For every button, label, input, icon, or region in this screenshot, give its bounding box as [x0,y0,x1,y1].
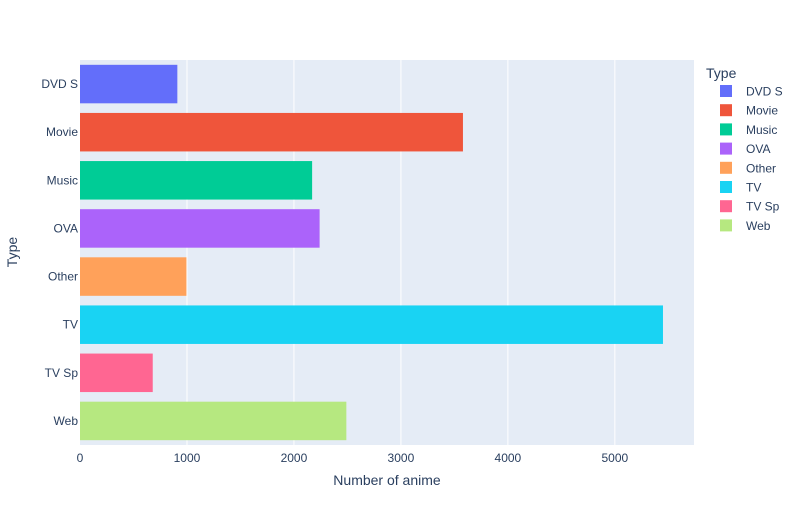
y-tick-label: Music [47,173,78,187]
x-tick-label: 4000 [495,451,522,465]
legend-items: DVD S Movie Music OVA Other TV TV Sp Web [720,85,783,233]
y-tick-label: DVD S [41,77,78,91]
legend-swatch [720,219,732,232]
legend-swatch [720,161,732,174]
bar [80,305,663,344]
legend-swatch [720,200,732,213]
legend-label: DVD S [746,85,783,99]
legend-swatch [720,123,732,136]
bar [80,353,153,393]
x-tick-label: 3000 [388,451,415,465]
bar [80,209,320,248]
legend-label: TV [746,181,761,195]
legend-label: OVA [746,142,770,156]
x-axis-title: Number of anime [333,472,441,488]
legend-label: Web [746,219,771,233]
bars [80,64,663,441]
x-tick-label: 2000 [281,451,308,465]
legend: Type DVD S Movie Music OVA Other TV TV Sp Web [706,65,783,233]
bar [80,64,178,104]
y-tick-label: Other [48,270,78,284]
x-tick-label: 0 [77,451,84,465]
x-tick-labels: 0 1000 2000 3000 4000 5000 [77,451,629,465]
legend-swatch [720,181,732,193]
y-tick-label: TV [63,318,78,332]
legend-swatch [720,104,732,117]
y-tick-label: TV Sp [45,366,79,380]
y-tick-label: Web [54,414,79,428]
x-tick-label: 5000 [601,451,628,465]
y-tick-label: OVA [54,221,78,235]
legend-label: Music [746,123,777,137]
legend-label: Movie [746,104,778,118]
legend-swatch [720,142,732,155]
bar [80,112,463,152]
bar [80,401,347,441]
y-axis-title: Type [4,237,20,268]
bar [80,161,313,200]
legend-swatch [720,85,732,97]
legend-label: Other [746,161,776,175]
y-tick-label: Movie [46,125,78,139]
legend-title: Type [706,65,737,81]
bar [80,257,187,296]
y-tick-labels: DVD S Movie Music OVA Other TV TV Sp Web [41,77,78,428]
legend-label: TV Sp [746,200,780,214]
x-tick-label: 1000 [174,451,201,465]
